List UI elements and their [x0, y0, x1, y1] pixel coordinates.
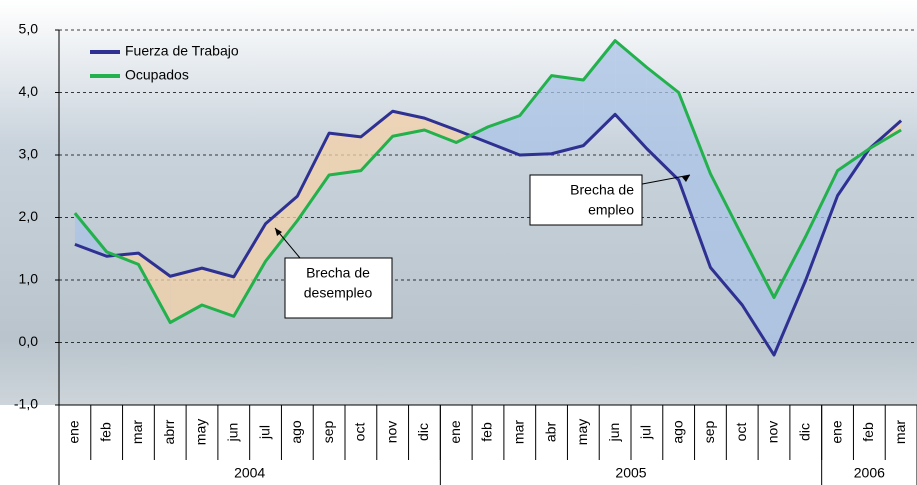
annotation-text: desempleo: [304, 285, 373, 301]
legend-label: Ocupados: [125, 67, 189, 83]
annotation-text: empleo: [588, 202, 634, 218]
x-tick-label: jul: [256, 425, 272, 440]
legend-label: Fuerza de Trabajo: [125, 43, 239, 59]
gap-fill: [329, 133, 361, 175]
x-tick-label: ago: [669, 420, 685, 444]
year-label: 2006: [854, 465, 885, 481]
x-tick-label: ene: [66, 420, 82, 444]
x-tick-label: sep: [320, 421, 336, 444]
x-tick-label: ene: [828, 420, 844, 444]
x-tick-label: nov: [383, 421, 399, 444]
x-tick-label: oct: [352, 423, 368, 442]
x-tick-label: nov: [765, 421, 781, 444]
y-tick-label: 4,0: [19, 83, 39, 99]
x-tick-label: oct: [733, 423, 749, 442]
gap-fill: [552, 76, 584, 154]
annotation-text: Brecha de: [570, 182, 634, 198]
x-tick-label: mar: [129, 420, 145, 444]
y-tick-label: 5,0: [19, 21, 39, 37]
y-tick-label: -1,0: [14, 396, 38, 412]
x-tick-label: jun: [606, 423, 622, 443]
x-tick-label: feb: [479, 422, 495, 442]
y-tick-label: 2,0: [19, 208, 39, 224]
y-tick-label: 0,0: [19, 333, 39, 349]
annotation-text: Brecha de: [306, 265, 370, 281]
x-tick-label: dic: [796, 423, 812, 441]
year-label: 2005: [615, 465, 646, 481]
chart: -1,0 0,0 1,0 2,0 3,0 4,0 5,0 Fuerza de Trabajo O…: [0, 0, 917, 485]
x-tick-label: ago: [288, 420, 304, 444]
x-tick-label: may: [574, 419, 590, 445]
x-tick-label: mar: [510, 420, 526, 444]
year-label: 2004: [234, 465, 265, 481]
x-tick-label: abrr: [161, 419, 177, 444]
y-tick-label: 1,0: [19, 271, 39, 287]
x-tick-label: feb: [860, 422, 876, 442]
x-tick-label: ene: [447, 420, 463, 444]
x-tick-label: jul: [638, 425, 654, 440]
x-tick-label: feb: [97, 422, 113, 442]
x-tick-label: mar: [892, 420, 908, 444]
x-tick-label: sep: [701, 421, 717, 444]
x-tick-label: abr: [542, 422, 558, 443]
x-tick-label: dic: [415, 423, 431, 441]
y-tick-label: 3,0: [19, 146, 39, 162]
x-tick-label: jun: [224, 423, 240, 443]
x-tick-label: may: [193, 419, 209, 445]
